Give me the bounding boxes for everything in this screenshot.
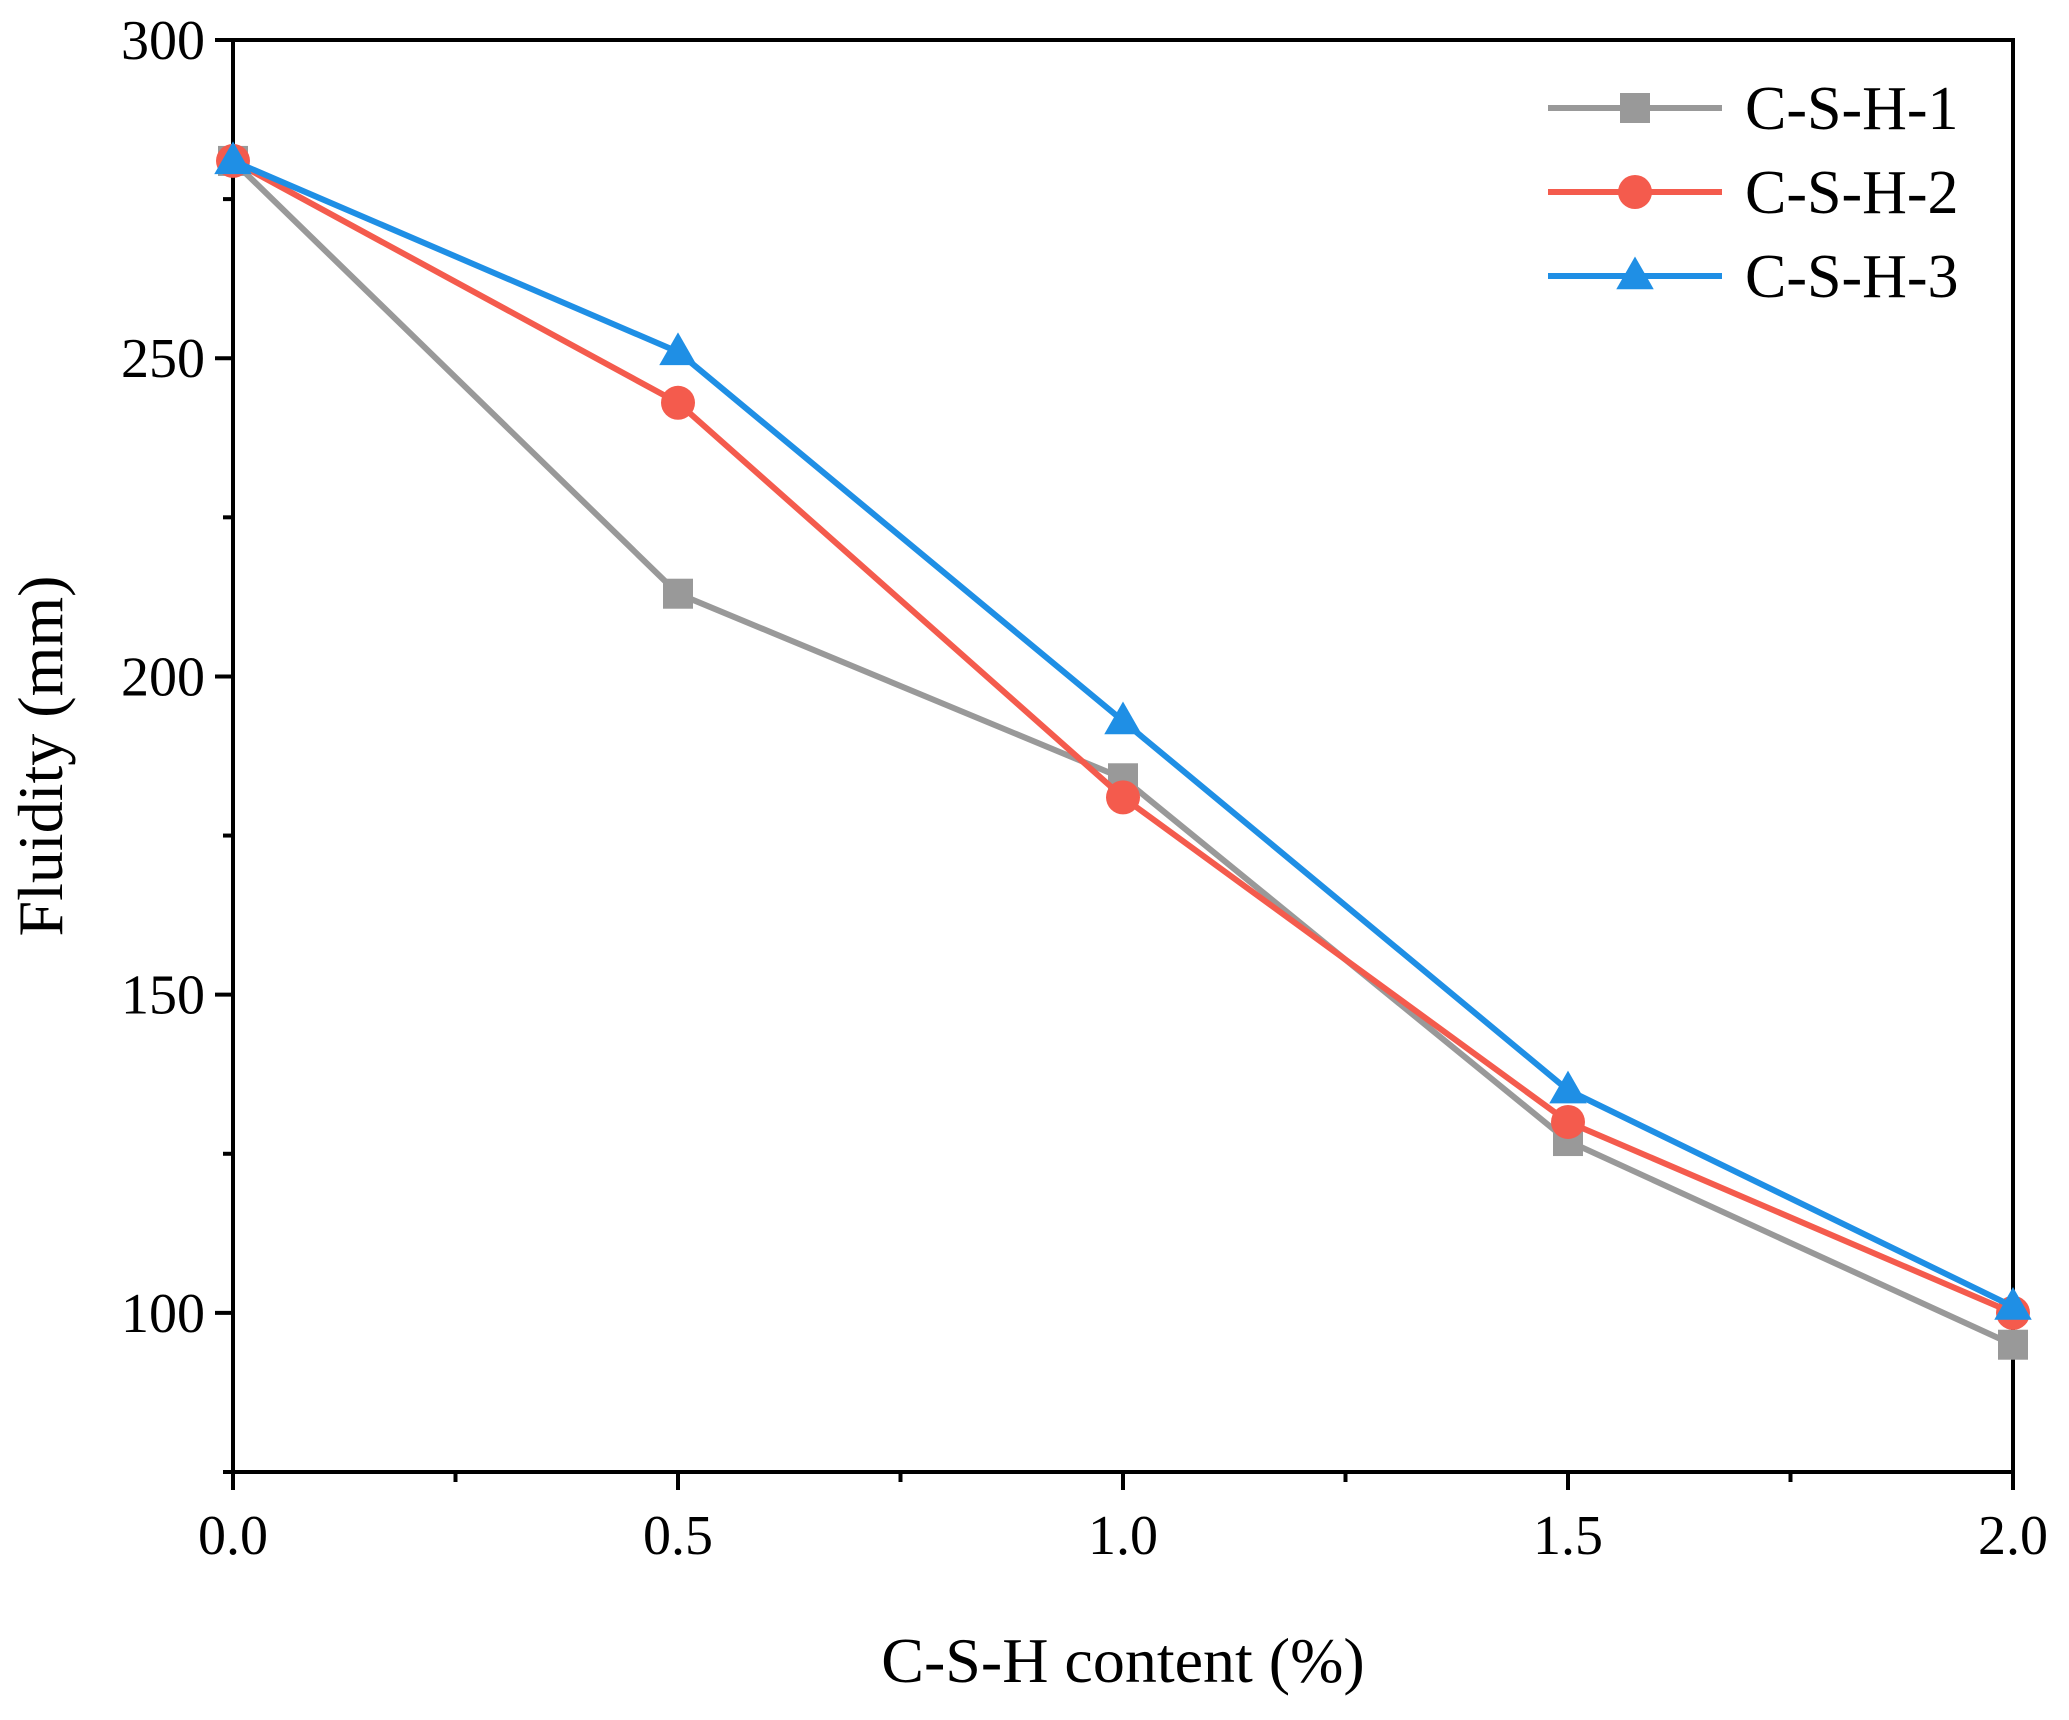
series-line-C-S-H-1: [230, 158, 2015, 1348]
legend: C-S-H-1 C-S-H-2 C-S-H-3: [1548, 75, 1959, 311]
x-tick-label: 0.0: [198, 1505, 268, 1567]
data-point-C-S-H-1: [1998, 1329, 2028, 1360]
x-axis-title: C-S-H content (%): [881, 1625, 1364, 1696]
data-point-C-S-H-1: [663, 578, 693, 609]
data-point-C-S-H-2: [1106, 780, 1140, 815]
legend-marker: [1620, 93, 1650, 123]
x-tick-label: 2.0: [1978, 1505, 2048, 1567]
y-tick-label: 250: [121, 328, 205, 390]
series-C-S-H-3: [214, 141, 2032, 1320]
legend-item: C-S-H-3: [1548, 243, 1959, 311]
data-point-C-S-H-3: [1994, 1286, 2032, 1320]
axes: 0.0 0.5 1.0 1.5 2.0 100 150 200 250 300: [121, 10, 2048, 1567]
series-C-S-H-2: [216, 143, 2030, 1330]
y-axis-title: Fluidity (mm): [5, 576, 76, 937]
x-tick-label: 1.5: [1533, 1505, 1603, 1567]
x-tick-label: 1.0: [1088, 1505, 1158, 1567]
series-C-S-H-1: [218, 145, 2028, 1360]
legend-item: C-S-H-2: [1548, 159, 1959, 227]
data-point-C-S-H-3: [1104, 701, 1142, 735]
y-tick-label: 300: [121, 10, 205, 72]
y-tick-label: 100: [121, 1283, 205, 1345]
data-point-C-S-H-3: [659, 332, 697, 366]
data-point-C-S-H-2: [1551, 1104, 1585, 1139]
y-tick-label: 200: [121, 646, 205, 708]
series-layer: [214, 141, 2032, 1360]
legend-marker: [1618, 175, 1652, 209]
legend-label: C-S-H-3: [1745, 243, 1959, 311]
data-point-C-S-H-3: [214, 141, 252, 175]
data-point-C-S-H-2: [661, 385, 695, 420]
data-point-C-S-H-3: [1549, 1070, 1587, 1104]
legend-label: C-S-H-1: [1745, 75, 1959, 143]
series-line-C-S-H-2: [231, 158, 2015, 1316]
y-tick-label: 150: [121, 965, 205, 1027]
legend-marker: [1616, 256, 1654, 290]
x-tick-label: 0.5: [643, 1505, 713, 1567]
legend-label: C-S-H-2: [1745, 159, 1959, 227]
legend-item: C-S-H-1: [1548, 75, 1959, 143]
